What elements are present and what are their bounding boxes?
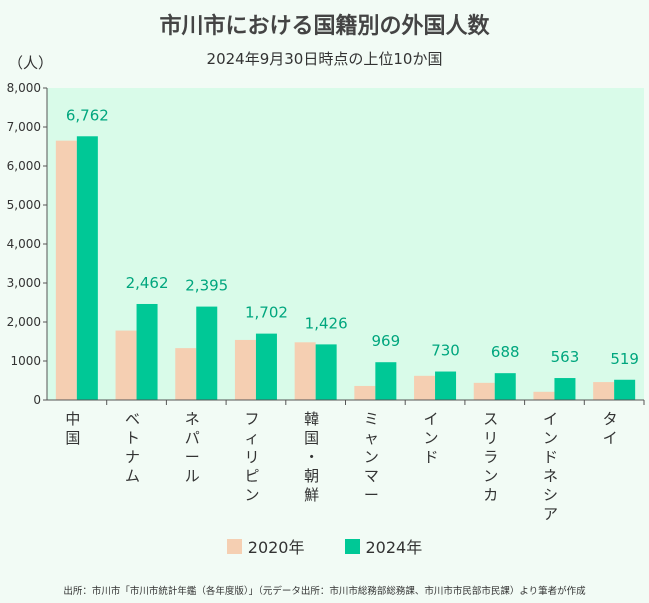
data-label: 969 xyxy=(372,332,401,350)
legend-item-2020: 2020年 xyxy=(226,534,305,558)
bar-2020 xyxy=(473,382,495,400)
data-label: 688 xyxy=(491,343,520,361)
category-label: ネパール xyxy=(185,410,200,485)
data-label: 2,395 xyxy=(185,277,228,295)
category-label: スリランカ xyxy=(483,410,498,504)
y-tick-label: 5,000 xyxy=(7,198,41,212)
bar-2024 xyxy=(435,371,457,400)
data-label: 1,702 xyxy=(245,304,288,322)
bar-2020 xyxy=(414,375,436,400)
data-label: 519 xyxy=(610,350,639,368)
bar-2024 xyxy=(136,303,158,400)
legend: 2020年 2024年 xyxy=(0,534,649,558)
legend-label-2020: 2020年 xyxy=(247,538,305,557)
chart-title: 市川市における国籍別の外国人数 xyxy=(159,14,490,39)
bar-2020 xyxy=(533,391,555,400)
category-label: インド xyxy=(424,410,439,466)
category-label: 中国 xyxy=(65,410,80,447)
bar-2024 xyxy=(76,136,98,401)
y-tick-label: 3,000 xyxy=(7,276,41,290)
bar-2024 xyxy=(494,373,516,400)
data-label: 730 xyxy=(431,342,460,360)
bar-2020 xyxy=(354,385,376,400)
legend-item-2024: 2024年 xyxy=(344,534,423,558)
y-tick-label: 1000 xyxy=(10,354,41,368)
data-label: 563 xyxy=(551,348,580,366)
source-note: 出所：市川市「市川市統計年鑑（各年度版）」（元データ出所：市川市総務部総務課、市… xyxy=(63,586,586,597)
data-label: 2,462 xyxy=(126,274,169,292)
y-tick-label: 8,000 xyxy=(7,81,41,95)
category-label: ミャンマー xyxy=(364,410,379,504)
category-label: ベトナム xyxy=(125,410,140,485)
y-tick-label: 7,000 xyxy=(7,120,41,134)
bar-2024 xyxy=(554,378,576,400)
legend-swatch-2020 xyxy=(226,538,242,554)
legend-swatch-2024 xyxy=(344,538,360,554)
legend-label-2024: 2024年 xyxy=(365,538,423,557)
y-tick-label: 0 xyxy=(33,393,41,407)
y-tick-label: 2,000 xyxy=(7,315,41,329)
bar-2020 xyxy=(593,382,615,400)
category-label: フィリピン xyxy=(244,410,259,504)
bar-2024 xyxy=(196,306,218,400)
y-tick-label: 6,000 xyxy=(7,159,41,173)
bar-2020 xyxy=(294,342,316,400)
data-label: 6,762 xyxy=(66,106,109,124)
bar-2020 xyxy=(234,339,256,400)
category-label: タイ xyxy=(603,410,618,447)
bar-2020 xyxy=(175,348,197,400)
data-label: 1,426 xyxy=(305,314,348,332)
bar-2024 xyxy=(375,362,397,400)
bar-chart: 0 1000 2,000 3,000 4,000 5,000 6,000 7,000 8,000… xyxy=(7,81,645,523)
category-label: 韓国・朝鮮 xyxy=(304,410,319,504)
bar-2024 xyxy=(614,379,636,400)
bar-2024 xyxy=(255,333,277,400)
bar-2024 xyxy=(315,344,337,400)
category-label: インドネシア xyxy=(543,410,558,523)
bar-2020 xyxy=(55,140,77,400)
y-tick-label: 4,000 xyxy=(7,237,41,251)
bar-2020 xyxy=(115,330,137,400)
chart-subtitle: 2024年9月30日時点の上位10か国 xyxy=(206,50,443,68)
y-axis-unit-label: （人） xyxy=(8,54,54,72)
